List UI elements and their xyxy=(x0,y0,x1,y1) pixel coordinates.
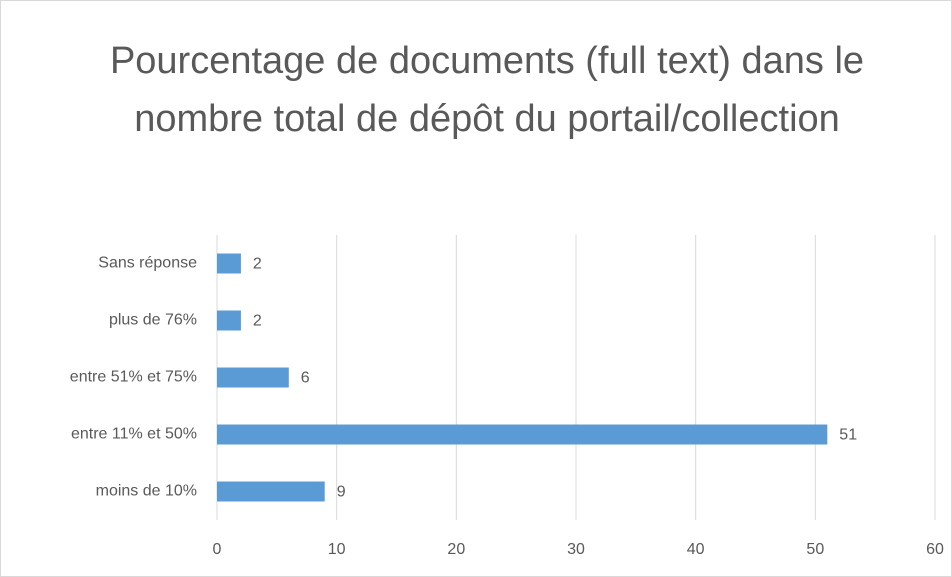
y-tick-label: moins de 10% xyxy=(96,483,197,500)
data-label: 2 xyxy=(253,256,262,273)
bar xyxy=(217,367,289,388)
x-tick-label: 50 xyxy=(806,541,824,558)
data-label: 51 xyxy=(839,427,857,444)
bar xyxy=(217,253,241,274)
x-tick-label: 40 xyxy=(687,541,705,558)
bar xyxy=(217,310,241,331)
y-tick-label: entre 11% et 50% xyxy=(71,426,197,443)
x-tick-label: 30 xyxy=(567,541,585,558)
data-label: 6 xyxy=(301,370,310,387)
x-tick-label: 0 xyxy=(213,541,222,558)
bar xyxy=(217,424,828,445)
data-label: 9 xyxy=(337,484,346,501)
chart-title: Pourcentage de documents (full text) dan… xyxy=(109,40,865,140)
x-tick-label: 10 xyxy=(328,541,346,558)
data-label: 2 xyxy=(253,313,262,330)
y-tick-label: entre 51% et 75% xyxy=(70,369,197,386)
x-tick-label: 20 xyxy=(447,541,465,558)
x-tick-label: 60 xyxy=(926,541,944,558)
y-tick-label: plus de 76% xyxy=(109,312,197,329)
bar xyxy=(217,481,325,502)
y-tick-label: Sans réponse xyxy=(98,255,197,272)
